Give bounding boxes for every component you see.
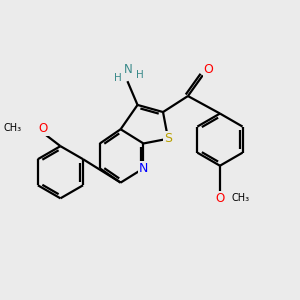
- Text: O: O: [204, 63, 214, 76]
- Text: H: H: [114, 73, 122, 83]
- Text: CH₃: CH₃: [3, 123, 21, 133]
- Text: O: O: [38, 122, 48, 135]
- Text: O: O: [215, 192, 225, 205]
- Text: CH₃: CH₃: [231, 193, 249, 203]
- Text: N: N: [124, 63, 132, 76]
- Text: S: S: [164, 132, 172, 145]
- Text: H: H: [136, 70, 144, 80]
- Text: N: N: [139, 162, 148, 175]
